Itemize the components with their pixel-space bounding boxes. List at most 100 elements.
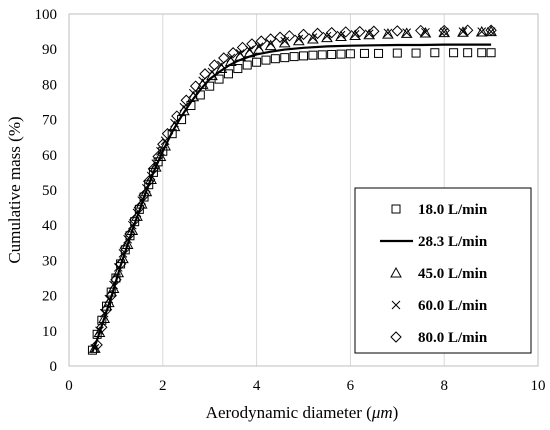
x-tick-label: 6 bbox=[347, 378, 355, 394]
data-point-diamond bbox=[264, 33, 277, 45]
data-point-square bbox=[317, 50, 327, 60]
data-point-square bbox=[252, 57, 262, 67]
data-point-triangle bbox=[457, 26, 469, 37]
data-point-x bbox=[458, 27, 468, 36]
data-point-square bbox=[336, 49, 346, 59]
data-point-diamond bbox=[246, 38, 258, 50]
data-point-triangle bbox=[159, 139, 171, 151]
data-point-diamond bbox=[124, 228, 136, 240]
data-point-square bbox=[359, 48, 369, 58]
series-3 bbox=[90, 27, 496, 353]
y-tick-labels: 0 10 20 30 40 50 60 70 80 90 100 bbox=[35, 7, 58, 375]
data-point-diamond bbox=[152, 150, 164, 163]
y-tick-label: 100 bbox=[35, 7, 58, 23]
data-point-diamond bbox=[180, 94, 192, 106]
data-point-triangle bbox=[292, 34, 305, 46]
data-point-diamond bbox=[128, 214, 141, 226]
x-tick-label: 8 bbox=[440, 378, 448, 394]
data-point-triangle bbox=[126, 224, 139, 235]
data-point-square bbox=[327, 49, 337, 59]
data-point-square bbox=[261, 55, 271, 65]
data-point-triangle bbox=[307, 32, 319, 44]
data-point-diamond bbox=[368, 25, 380, 37]
y-tick-label: 70 bbox=[42, 113, 57, 129]
data-point-diamond bbox=[311, 27, 324, 40]
data-point-x bbox=[322, 31, 332, 41]
data-point-x bbox=[439, 27, 449, 37]
data-point-x bbox=[90, 344, 100, 353]
data-point-x bbox=[235, 49, 245, 58]
y-tick-label: 30 bbox=[42, 253, 57, 269]
series-layer bbox=[87, 24, 497, 355]
data-point-square bbox=[139, 192, 149, 202]
data-point-diamond bbox=[227, 47, 239, 59]
data-point-diamond bbox=[297, 28, 310, 41]
data-point-x bbox=[104, 294, 114, 304]
legend-box bbox=[354, 187, 532, 354]
y-tick-label: 10 bbox=[42, 324, 57, 340]
data-point-x bbox=[118, 249, 128, 258]
y-axis-title: Cumulative mass (%) bbox=[5, 116, 24, 263]
data-point-triangle bbox=[400, 27, 413, 38]
legend-marker-square bbox=[391, 204, 401, 214]
data-point-square bbox=[223, 69, 233, 79]
data-point-diamond bbox=[157, 138, 169, 150]
data-point-triangle bbox=[438, 26, 451, 38]
data-point-diamond bbox=[171, 110, 183, 122]
x-tick-label: 4 bbox=[253, 378, 261, 394]
x-axis-title-suffix: ) bbox=[393, 403, 399, 422]
data-point-triangle bbox=[419, 26, 432, 38]
plot-area-frame bbox=[68, 13, 539, 367]
data-point-x bbox=[127, 220, 137, 230]
data-point-x bbox=[421, 27, 430, 37]
y-tick-label: 60 bbox=[42, 148, 57, 164]
data-point-square bbox=[233, 64, 243, 74]
data-point-diamond bbox=[325, 26, 338, 39]
data-point-square bbox=[280, 53, 290, 63]
x-axis-title-prefix: Aerodynamic diameter ( bbox=[206, 403, 372, 422]
legend-label: 28.3 L/min bbox=[418, 234, 488, 250]
data-point-diamond bbox=[143, 175, 155, 187]
legend-marker-x bbox=[391, 300, 401, 310]
data-point-triangle bbox=[98, 312, 111, 323]
data-point-square bbox=[374, 48, 384, 58]
data-point-square bbox=[144, 180, 154, 190]
data-point-x bbox=[226, 53, 236, 63]
data-point-triangle bbox=[335, 30, 347, 42]
data-point-x bbox=[336, 30, 346, 40]
data-point-diamond bbox=[91, 339, 103, 351]
data-point-square bbox=[345, 49, 355, 59]
legend-label: 80.0 L/min bbox=[418, 330, 488, 346]
data-point-x bbox=[308, 33, 318, 42]
data-point-diamond bbox=[133, 201, 146, 214]
data-point-diamond bbox=[189, 80, 202, 92]
data-point-square bbox=[486, 48, 496, 58]
legend-label: 18.0 L/min bbox=[418, 202, 488, 218]
data-point-diamond bbox=[199, 68, 211, 80]
data-point-diamond bbox=[438, 24, 450, 37]
data-point-x bbox=[350, 30, 360, 39]
data-point-x bbox=[477, 27, 487, 36]
data-point-square bbox=[411, 48, 421, 58]
data-point-diamond bbox=[161, 127, 174, 140]
data-point-diamond bbox=[119, 242, 131, 254]
legend-marker-diamond bbox=[390, 331, 402, 343]
data-point-diamond bbox=[255, 35, 267, 47]
data-point-square bbox=[477, 48, 487, 58]
data-point-diamond bbox=[208, 59, 221, 71]
data-point-square bbox=[167, 129, 177, 139]
data-point-diamond bbox=[110, 274, 122, 286]
y-tick-label: 90 bbox=[42, 42, 57, 58]
y-tick-label: 80 bbox=[42, 77, 57, 93]
legend-marker-triangle bbox=[390, 266, 402, 278]
data-point-x bbox=[99, 308, 109, 318]
data-point-diamond bbox=[461, 24, 474, 36]
x-axis-title: Aerodynamic diameter (μm) bbox=[206, 403, 399, 422]
data-point-diamond bbox=[340, 26, 352, 38]
data-point-square bbox=[449, 48, 459, 58]
y-tick-label: 50 bbox=[42, 183, 57, 199]
data-point-diamond bbox=[415, 24, 427, 37]
data-point-triangle bbox=[117, 252, 129, 264]
data-point-diamond bbox=[354, 25, 366, 38]
